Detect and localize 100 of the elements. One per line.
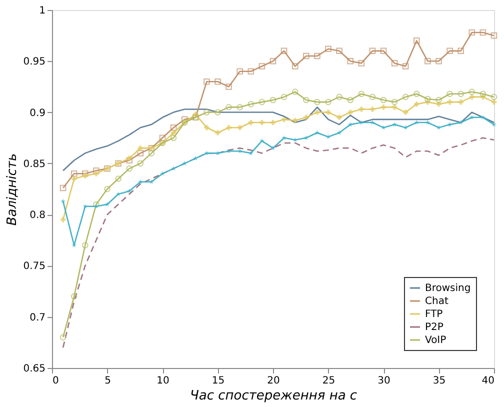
point — [314, 110, 320, 115]
point — [60, 217, 66, 222]
point — [480, 29, 486, 36]
y-tick-label: 0.9 — [30, 108, 46, 119]
point — [126, 157, 132, 164]
point — [214, 78, 221, 85]
point — [314, 52, 320, 60]
x-tick-label: 10 — [156, 376, 170, 386]
x-axis-title: Час спостереження на с — [190, 388, 358, 404]
point — [82, 170, 88, 177]
point — [370, 106, 376, 112]
point — [391, 98, 398, 106]
point — [60, 184, 66, 192]
line-series — [62, 137, 495, 348]
x-tick-label: 30 — [378, 376, 390, 386]
y-tick-label: 0.65 — [23, 364, 46, 374]
point — [170, 124, 177, 131]
point — [424, 96, 431, 102]
point — [458, 99, 464, 105]
point — [236, 68, 243, 75]
point — [358, 60, 365, 66]
x-tick-label: 5 — [104, 376, 111, 386]
point — [82, 204, 88, 209]
x-tick-label: 40 — [482, 376, 494, 386]
y-tick-label: 0.8 — [30, 210, 46, 222]
point — [204, 78, 210, 85]
point — [380, 104, 386, 110]
point — [414, 120, 420, 125]
point — [414, 90, 420, 98]
point — [458, 48, 464, 54]
point — [104, 202, 110, 206]
y-tick-label: 0.75 — [23, 261, 46, 272]
point — [446, 90, 453, 98]
point — [414, 101, 420, 107]
point — [226, 104, 232, 110]
point — [93, 167, 100, 174]
point — [137, 160, 144, 167]
point — [336, 130, 342, 135]
y-tick-label: 0.7 — [30, 312, 46, 324]
point — [204, 150, 210, 156]
point — [82, 173, 88, 178]
point — [248, 100, 254, 108]
point — [60, 198, 66, 204]
point — [71, 176, 77, 182]
point — [336, 114, 342, 120]
legend-label: VoIP — [425, 335, 446, 346]
point — [490, 32, 498, 39]
point — [94, 171, 99, 176]
point — [237, 124, 242, 130]
point — [93, 201, 100, 208]
point — [447, 99, 452, 105]
point — [292, 88, 298, 95]
point — [358, 90, 365, 98]
point — [226, 124, 232, 130]
x-tick-label: 35 — [432, 376, 446, 386]
point — [325, 98, 332, 106]
point — [326, 110, 331, 115]
point — [236, 104, 243, 110]
point — [70, 170, 78, 177]
point — [280, 94, 288, 100]
point — [115, 176, 122, 182]
point — [280, 48, 288, 54]
point — [148, 150, 155, 156]
point — [270, 96, 276, 104]
point — [468, 29, 476, 36]
y-tick-label: 0.95 — [23, 56, 46, 68]
point — [138, 179, 143, 184]
point — [325, 46, 332, 52]
point — [226, 84, 232, 90]
point — [458, 120, 464, 125]
point — [402, 63, 409, 70]
point — [402, 94, 409, 100]
point — [458, 90, 464, 98]
point — [214, 109, 221, 116]
point — [336, 94, 342, 100]
point — [82, 242, 88, 248]
point — [469, 114, 474, 120]
point — [425, 120, 430, 125]
point — [270, 58, 276, 64]
point — [314, 98, 320, 106]
point — [369, 48, 376, 54]
point — [348, 110, 353, 115]
point — [414, 38, 420, 44]
point — [292, 63, 298, 70]
point — [446, 48, 453, 54]
point — [104, 186, 110, 192]
point — [170, 134, 177, 141]
point — [70, 293, 78, 300]
point — [369, 94, 376, 100]
x-tick-label: 20 — [267, 376, 280, 386]
x-tick-label: 0 — [52, 376, 59, 386]
point — [204, 124, 210, 130]
point — [347, 96, 354, 104]
point — [358, 106, 364, 112]
point — [304, 114, 309, 120]
y-tick-label: 1 — [39, 6, 46, 16]
point — [480, 114, 486, 120]
point — [347, 58, 354, 64]
line-series — [62, 106, 495, 172]
y-tick-label: 0.85 — [23, 158, 46, 170]
